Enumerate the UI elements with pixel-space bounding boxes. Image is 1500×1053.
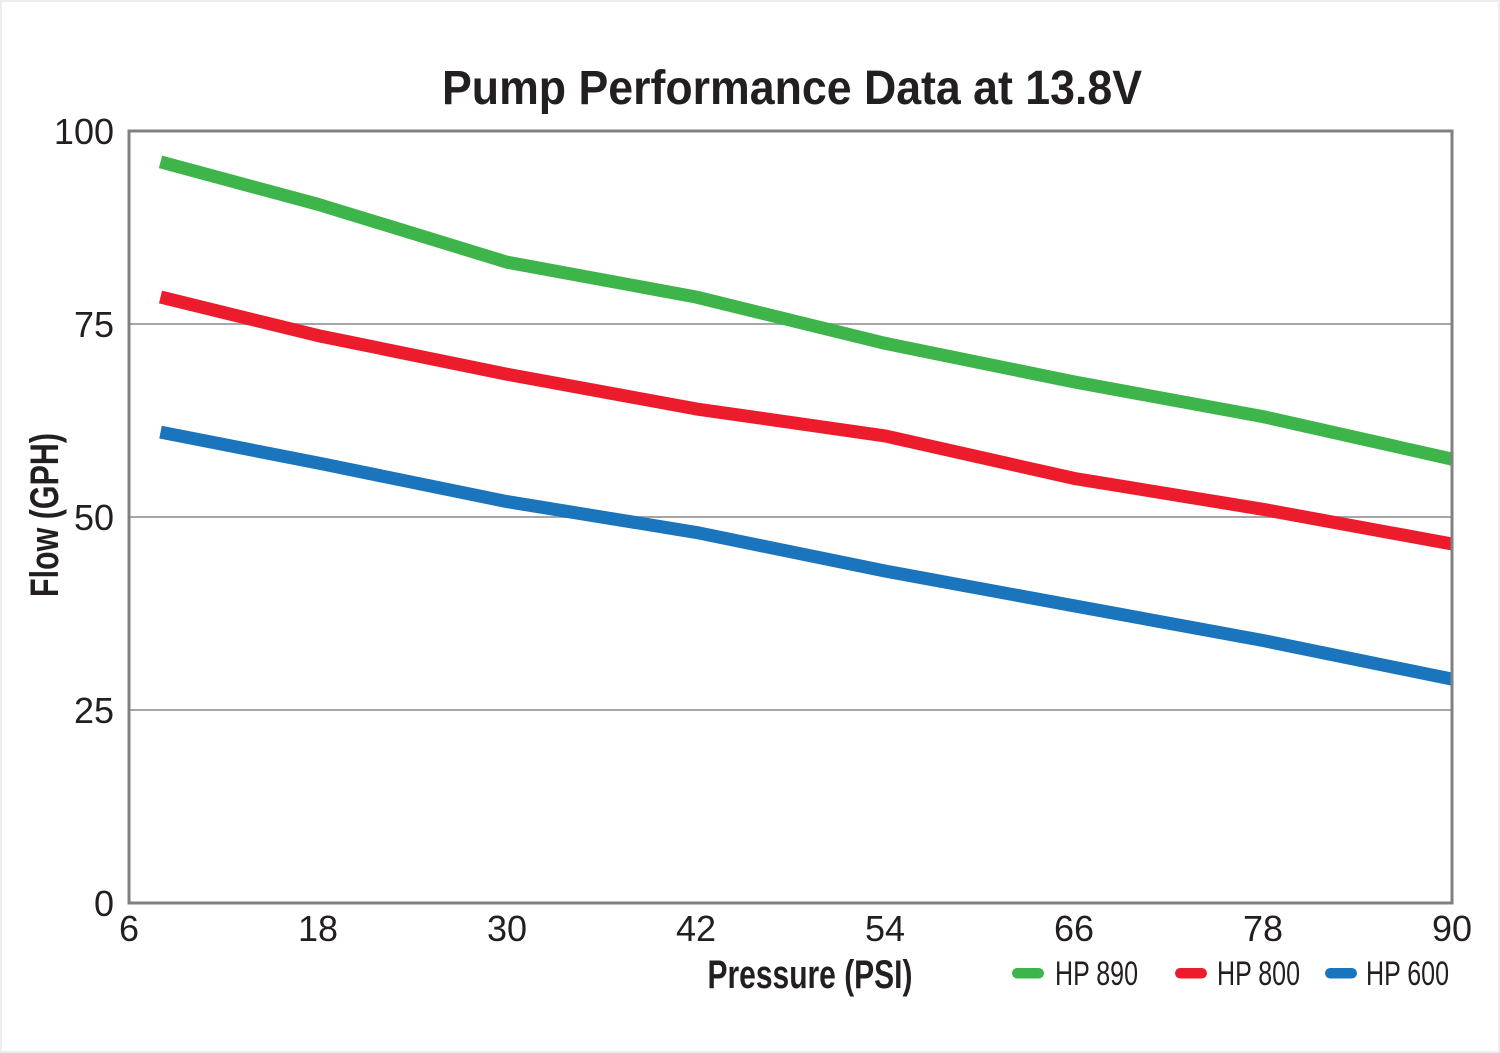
series-line-hp-600 [159,425,1454,686]
y-tick-100: 100 [54,111,114,152]
legend-swatch-hp-600 [1325,968,1357,979]
x-tick-42: 42 [676,908,716,949]
legend-swatch-hp-890 [1012,968,1044,979]
legend-swatch-hp-800 [1175,968,1207,979]
plot-frame [127,129,1454,905]
series-lines [158,155,1454,686]
legend-label-hp-890: HP 890 [1055,955,1138,993]
x-tick-6: 6 [119,908,139,949]
series-line-hp-890 [158,155,1454,466]
y-tick-labels: 0 25 50 75 100 [54,111,114,924]
y-tick-25: 25 [74,690,114,731]
y-tick-50: 50 [74,497,114,538]
legend-label-hp-600: HP 600 [1366,955,1449,993]
series-line-hp-800 [158,290,1454,551]
x-tick-54: 54 [865,908,905,949]
chart-title: Pump Performance Data at 13.8V [442,62,1142,115]
x-tick-labels: 6 18 30 42 54 66 78 90 [119,908,1472,949]
y-tick-75: 75 [74,304,114,345]
legend-label-hp-800: HP 800 [1217,955,1300,993]
x-axis-title: Pressure (PSI) [708,953,913,997]
y-tick-0: 0 [94,883,114,924]
x-tick-90: 90 [1432,908,1472,949]
gridlines [129,323,1452,711]
x-tick-18: 18 [298,908,338,949]
x-tick-66: 66 [1054,908,1094,949]
y-axis-title: Flow (GPH) [23,433,67,597]
x-tick-30: 30 [487,908,527,949]
x-tick-78: 78 [1243,908,1283,949]
legend: HP 890 HP 800 HP 600 [1012,955,1449,993]
